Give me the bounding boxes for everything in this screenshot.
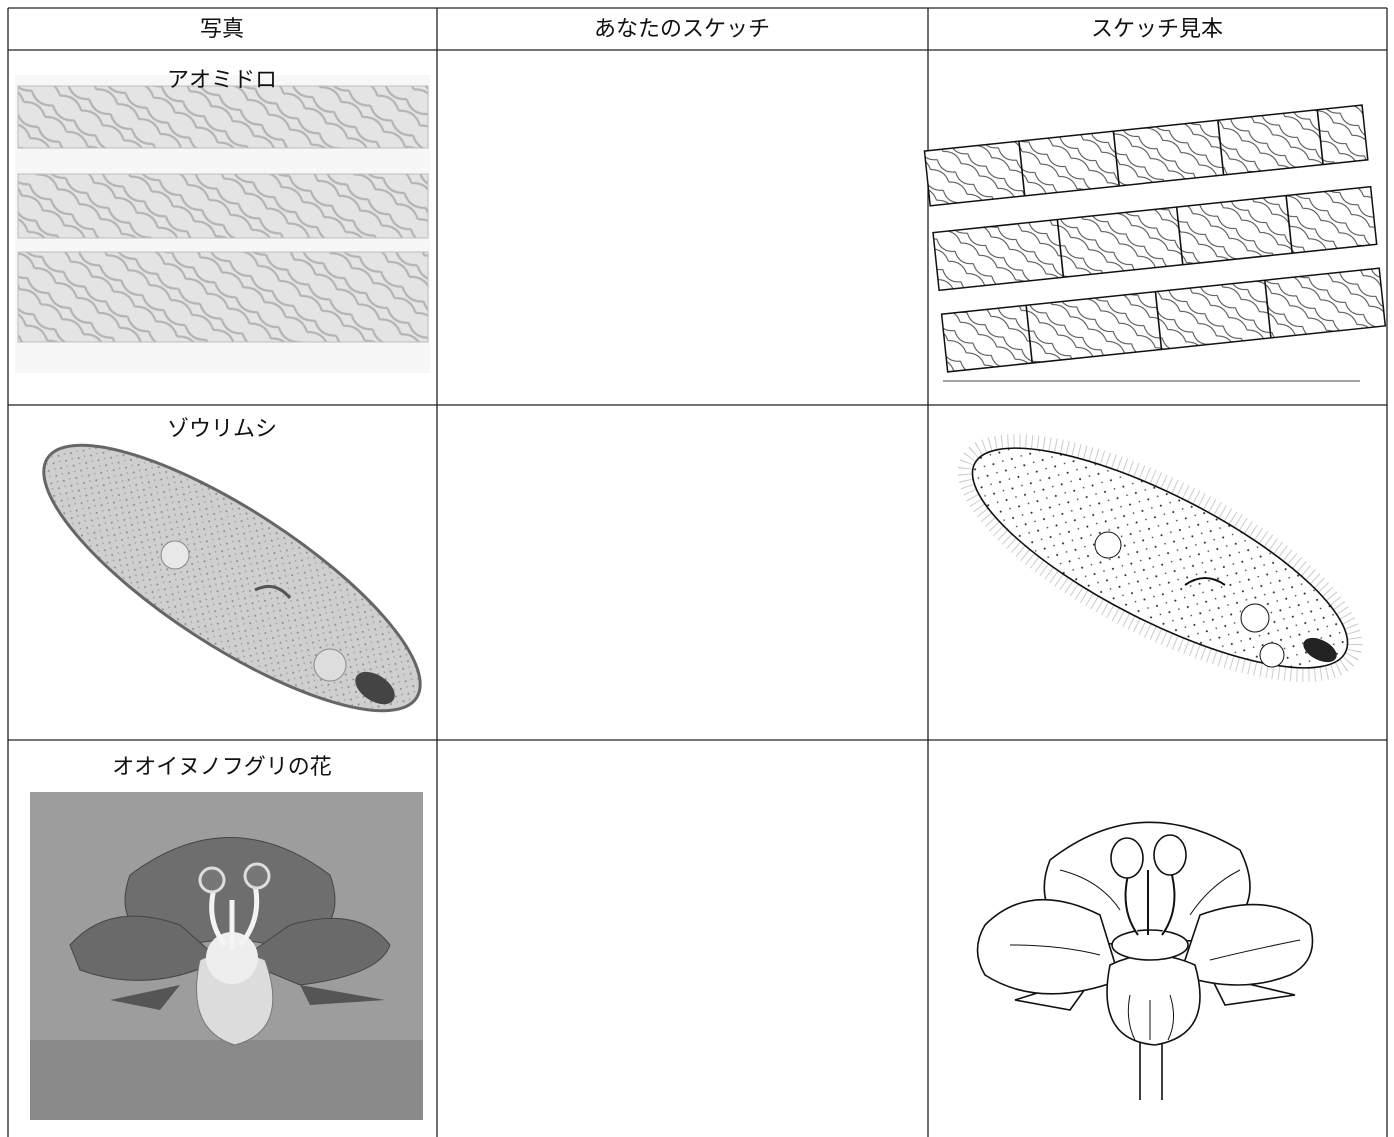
row-label: ゾウリムシ (167, 417, 277, 442)
row-label: オオイヌノフグリの花 (112, 755, 332, 780)
spirogyra-photo (15, 75, 430, 373)
header-sample-sketch: スケッチ見本 (1091, 17, 1223, 42)
spirogyra-sketch (923, 104, 1387, 382)
paramecium-photo (42, 443, 422, 713)
flower-sketch (976, 821, 1314, 1100)
table-grid (7, 7, 1388, 1137)
flower-photo (30, 792, 423, 1120)
paramecium-sketch (957, 434, 1363, 682)
header-photo: 写真 (200, 17, 244, 42)
row-label: アオミドロ (167, 68, 277, 93)
header-your-sketch: あなたのスケッチ (594, 17, 770, 42)
